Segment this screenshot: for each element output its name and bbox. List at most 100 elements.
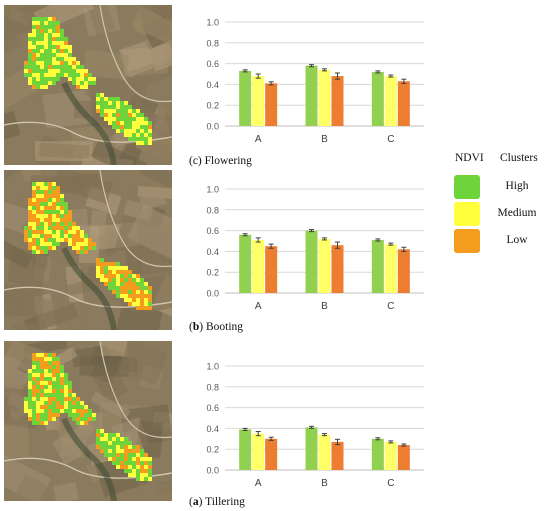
ndvi-pixel: [52, 401, 56, 405]
ndvi-pixel: [116, 125, 120, 129]
ndvi-pixel: [40, 226, 44, 230]
ndvi-pixel: [44, 393, 48, 397]
ndvi-pixel: [60, 226, 64, 230]
ndvi-pixel: [84, 85, 88, 89]
ndvi-pixel: [136, 306, 140, 310]
ndvi-pixel: [48, 210, 52, 214]
ndvi-pixel: [32, 210, 36, 214]
ndvi-pixel: [112, 445, 116, 449]
ndvi-pixel: [36, 361, 40, 365]
ndvi-pixel: [140, 290, 144, 294]
ndvi-pixel: [28, 234, 32, 238]
ndvi-pixel: [64, 73, 68, 77]
ndvi-pixel: [96, 441, 100, 445]
ndvi-pixel: [36, 198, 40, 202]
ndvi-pixel: [100, 101, 104, 105]
ndvi-pixel: [132, 125, 136, 129]
ndvi-pixel: [148, 137, 152, 141]
ndvi-pixel: [28, 393, 32, 397]
ndvi-pixel: [32, 401, 36, 405]
ndvi-pixel: [104, 117, 108, 121]
ndvi-pixel: [92, 77, 96, 81]
ndvi-pixel: [128, 129, 132, 133]
ndvi-pixel: [84, 73, 88, 77]
terrain-patch: [127, 204, 172, 262]
ndvi-pixel: [80, 230, 84, 234]
ndvi-pixel: [64, 230, 68, 234]
legend-item-low: Low: [454, 229, 550, 253]
ndvi-pixel: [56, 57, 60, 61]
ndvi-pixel: [56, 53, 60, 57]
ndvi-pixel: [40, 81, 44, 85]
ndvi-pixel: [108, 457, 112, 461]
ndvi-pixel: [44, 202, 48, 206]
ndvi-pixel: [32, 17, 36, 21]
ndvi-pixel: [36, 202, 40, 206]
ndvi-pixel: [148, 469, 152, 473]
ndvi-pixel: [56, 33, 60, 37]
ndvi-pixel: [140, 453, 144, 457]
ndvi-pixel: [84, 405, 88, 409]
ndvi-pixel: [44, 194, 48, 198]
ndvi-pixel: [56, 73, 60, 77]
ndvi-pixel: [48, 190, 52, 194]
ndvi-pixel: [112, 433, 116, 437]
ndvi-pixel: [72, 222, 76, 226]
ndvi-pixel: [144, 457, 148, 461]
ndvi-pixel: [56, 194, 60, 198]
ndvi-pixel: [32, 214, 36, 218]
ndvi-pixel: [120, 290, 124, 294]
ndvi-pixel: [112, 274, 116, 278]
ndvi-pixel: [92, 81, 96, 85]
chart-booting-svg: 0.0 0.2 0.4 0.6 0.8 1.0 A B C: [206, 185, 424, 312]
ndvi-pixel: [136, 457, 140, 461]
ndvi-pixel: [48, 238, 52, 242]
ndvi-pixel: [80, 413, 84, 417]
ndvi-pixel: [48, 61, 52, 65]
ndvi-pixel: [44, 198, 48, 202]
ndvi-pixel: [124, 441, 128, 445]
ndvi-pixel: [112, 121, 116, 125]
ndvi-pixel: [116, 262, 120, 266]
ndvi-pixel: [100, 429, 104, 433]
legend-item-medium: Medium: [454, 202, 550, 226]
ndvi-pixel: [28, 242, 32, 246]
ndvi-pixel: [108, 113, 112, 117]
ndvi-pixel: [32, 361, 36, 365]
ndvi-pixel: [44, 37, 48, 41]
ndvi-pixel: [52, 182, 56, 186]
ndvi-pixel: [44, 417, 48, 421]
ndvi-pixel: [52, 41, 56, 45]
terrain-patch: [4, 26, 22, 57]
ndvi-pixel: [144, 121, 148, 125]
ndvi-pixel: [52, 29, 56, 33]
y-tick-label: 0.2: [206, 445, 219, 455]
ndvi-pixel: [44, 73, 48, 77]
ndvi-pixel: [120, 445, 124, 449]
legend-clusters-label: Clusters: [500, 152, 538, 164]
ndvi-pixel: [56, 202, 60, 206]
ndvi-pixel: [144, 298, 148, 302]
ndvi-pixel: [32, 377, 36, 381]
terrain-patch: [139, 170, 172, 198]
ndvi-pixel: [80, 234, 84, 238]
ndvi-pixel: [64, 206, 68, 210]
ndvi-pixel: [136, 121, 140, 125]
ndvi-pixel: [136, 137, 140, 141]
ndvi-pixel: [136, 113, 140, 117]
ndvi-pixel: [140, 286, 144, 290]
ndvi-pixel: [136, 278, 140, 282]
ndvi-pixel: [68, 226, 72, 230]
ndvi-pixel: [64, 377, 68, 381]
ndvi-pixel: [44, 373, 48, 377]
ndvi-pixel: [28, 222, 32, 226]
ndvi-pixel: [96, 97, 100, 101]
ndvi-pixel: [84, 417, 88, 421]
ndvi-pixel: [104, 266, 108, 270]
ndvi-pixel: [48, 409, 52, 413]
ndvi-pixel: [32, 357, 36, 361]
ndvi-pixel: [48, 186, 52, 190]
ndvi-pixel: [72, 234, 76, 238]
ndvi-pixel: [40, 417, 44, 421]
ndvi-pixel: [128, 469, 132, 473]
